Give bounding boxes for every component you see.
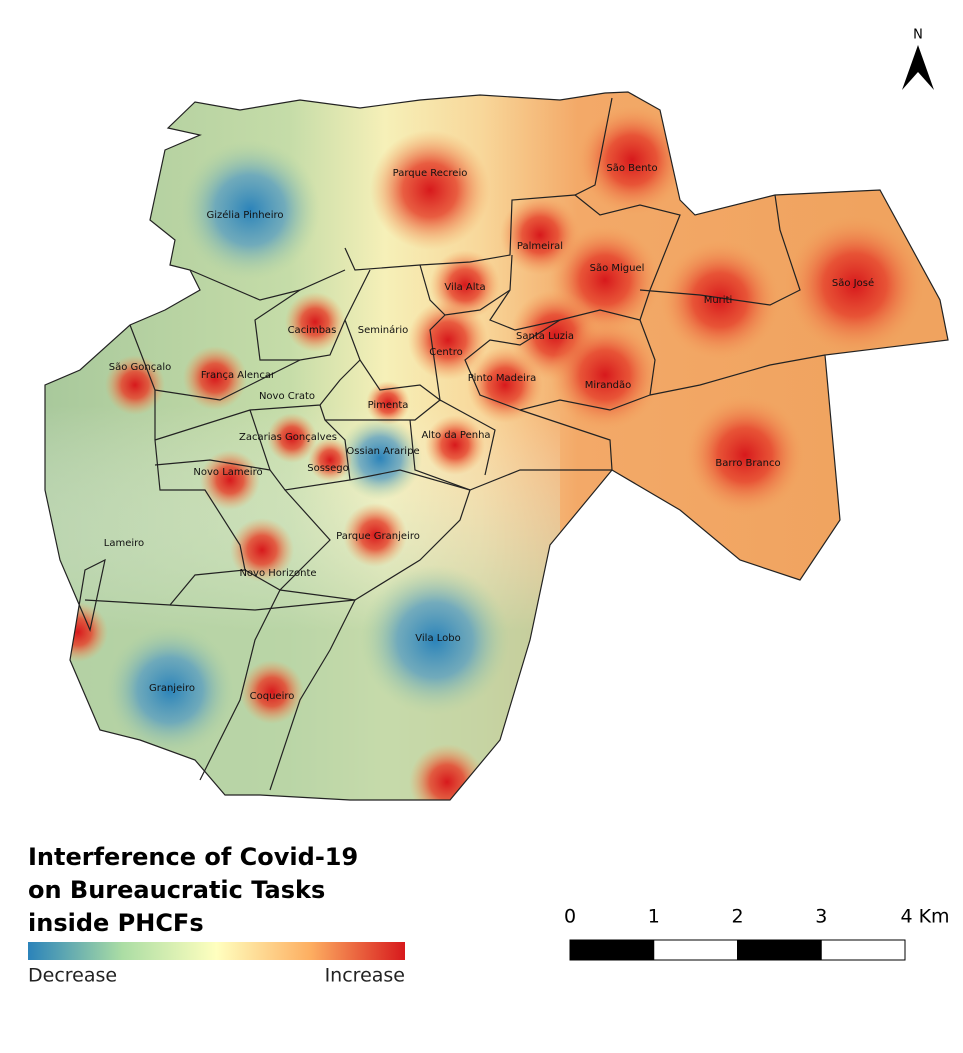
neighborhood-label: São Miguel [590,263,645,274]
neighborhood-label: França Alencar [201,370,276,381]
boundaries [44,91,949,801]
heat-spot [685,395,805,515]
neighborhood-label: Ossian Araripe [346,446,419,457]
neighborhood-label: Pimenta [368,400,409,411]
heat-spot [338,416,422,500]
neighborhood-label: Vila Lobo [415,633,460,644]
neighborhood-label: Novo Lameiro [193,467,262,478]
scale-label: 2 [731,906,743,928]
neighborhood-label: Coqueiro [250,691,295,702]
neighborhood-label: Alto da Penha [421,430,490,441]
heat-spot [240,660,304,724]
scale-label: 4 Km [900,906,949,928]
scale-segment [820,939,906,961]
neighborhood-label: Mirandão [585,380,632,391]
legend-title: Interference of Covid-19 [28,843,358,871]
heat-spot [370,130,490,250]
neighborhood-label: Sossego [307,463,349,474]
heat-spot [308,438,352,482]
scale-segment [737,939,822,961]
neighborhood-label: São Gonçalo [109,362,172,373]
scale-segment [569,939,655,961]
neighborhood-label: Muriti [704,295,733,306]
heat-spot [785,215,925,355]
heat-spot [660,240,780,360]
north-label: N [913,28,923,43]
heat-spot [180,140,320,280]
neighborhood-label: Granjeiro [149,683,195,694]
heatmap [45,92,948,800]
scale-label: 1 [648,906,660,928]
neighborhood-label: Pinto Madeira [468,373,536,384]
legend-high: Increase [325,965,405,987]
heat-spot [230,518,294,582]
north-arrow: N [902,28,934,90]
scale-label: 3 [815,906,827,928]
neighborhood-label: São Bento [606,163,657,174]
heat-spot [200,450,260,510]
heat-spot [577,105,687,215]
legend-title: inside PHCFs [28,909,204,937]
heat-spot [366,381,410,425]
legend-title: on Bureaucratic Tasks [28,876,325,904]
heat-spot [343,503,407,567]
north-arrow-right [918,45,934,90]
heat-spot [267,413,317,463]
scale-label: 0 [564,906,576,928]
heat-spot [285,292,345,352]
neighborhood-label: Parque Granjeiro [336,531,420,542]
heat-spot [105,355,165,415]
neighborhood-label: Zacarias Gonçalves [239,432,337,443]
heat-spot [425,415,485,475]
neighborhood-label: Novo Crato [259,391,315,402]
scale-segment [653,939,738,961]
neighborhood-label: Centro [429,347,462,358]
heat-spot [408,300,488,380]
neighborhood-label: Gizélia Pinheiro [207,209,284,221]
neighborhood-label: Barro Branco [715,458,780,469]
legend: Interference of Covid-19 on Bureaucratic… [28,843,405,987]
neighborhood-label: Seminário [358,324,409,336]
neighborhood-label: Santa Luzia [516,331,574,342]
heat-spot [550,320,660,430]
neighborhood-label: Vila Alta [444,282,485,293]
neighborhood-label: São José [832,277,874,289]
heat-spot [409,744,485,800]
legend-low: Decrease [28,965,117,987]
neighborhood-label: Novo Horizonte [239,568,316,579]
neighborhood-label: Lameiro [104,538,144,549]
heat-spot [105,625,235,755]
heat-spot [360,565,510,715]
north-arrow-left [902,45,918,90]
heat-spot [467,347,543,423]
neighborhood-label: Cacimbas [288,325,337,336]
legend-colorbar [28,942,405,960]
neighborhood-label: Palmeiral [517,241,563,252]
neighborhood-label: Parque Recreio [393,168,468,179]
scale-bar: 0 1 2 3 4 Km [564,906,950,961]
